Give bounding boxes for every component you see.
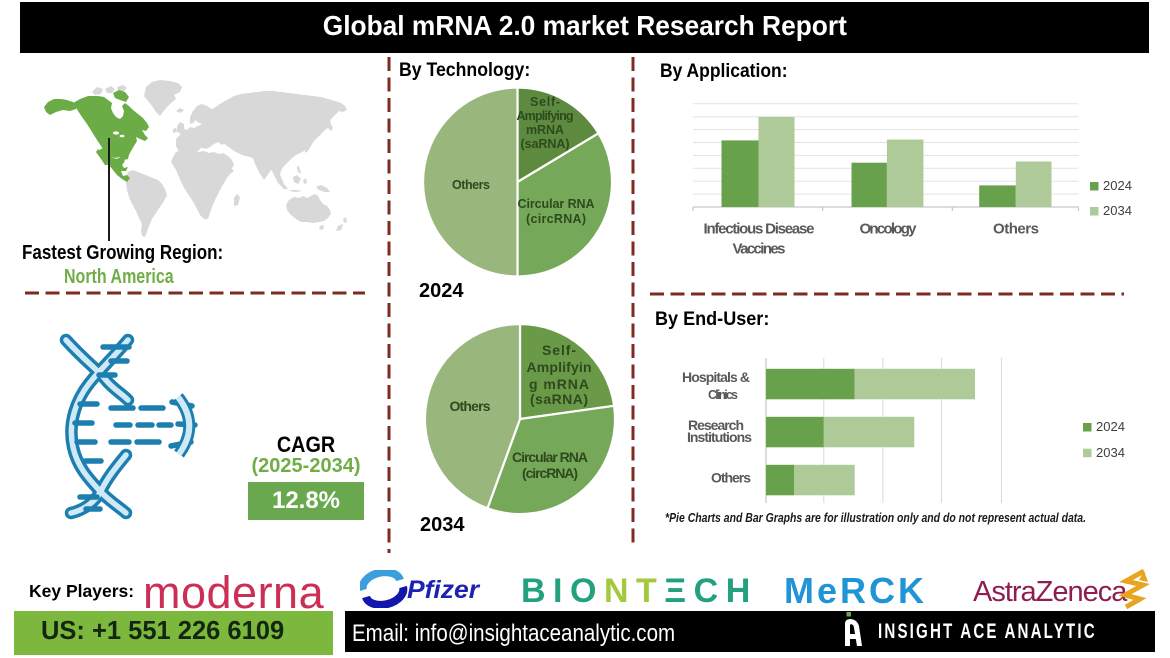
svg-text:Self-: Self-: [542, 342, 576, 358]
svg-text:Others: Others: [711, 470, 751, 486]
svg-text:Infectious Disease: Infectious Disease: [704, 221, 815, 238]
svg-text:Amplifying: Amplifying: [517, 109, 574, 123]
svg-text:Circular RNA: Circular RNA: [512, 449, 588, 465]
svg-text:Others: Others: [450, 398, 491, 414]
svg-text:Self-: Self-: [530, 95, 560, 109]
svg-text:2024: 2024: [1096, 419, 1125, 434]
svg-text:Vaccines: Vaccines: [733, 241, 786, 258]
svg-text:2024: 2024: [1103, 178, 1132, 193]
svg-text:(saRNA): (saRNA): [530, 391, 588, 407]
svg-text:Amplifyin: Amplifyin: [527, 359, 592, 375]
svg-text:2034: 2034: [1103, 203, 1132, 218]
svg-text:Institutions: Institutions: [687, 429, 752, 445]
svg-text:g mRNA: g mRNA: [529, 376, 589, 392]
svg-text:Others: Others: [993, 221, 1039, 238]
svg-text:Hospitals &: Hospitals &: [682, 369, 750, 385]
svg-text:Research: Research: [688, 417, 744, 433]
svg-text:(circRNA): (circRNA): [526, 212, 586, 226]
svg-text:2034: 2034: [1096, 445, 1125, 460]
svg-text:Pfizer: Pfizer: [407, 576, 480, 604]
svg-text:Oncology: Oncology: [860, 221, 918, 238]
svg-text:(saRNA): (saRNA): [521, 137, 570, 151]
svg-text:(circRNA): (circRNA): [522, 465, 578, 481]
svg-text:Clinics: Clinics: [708, 388, 738, 402]
svg-text:mRNA: mRNA: [526, 123, 564, 137]
svg-text:Circular RNA: Circular RNA: [518, 197, 595, 211]
svg-text:Others: Others: [452, 178, 490, 192]
